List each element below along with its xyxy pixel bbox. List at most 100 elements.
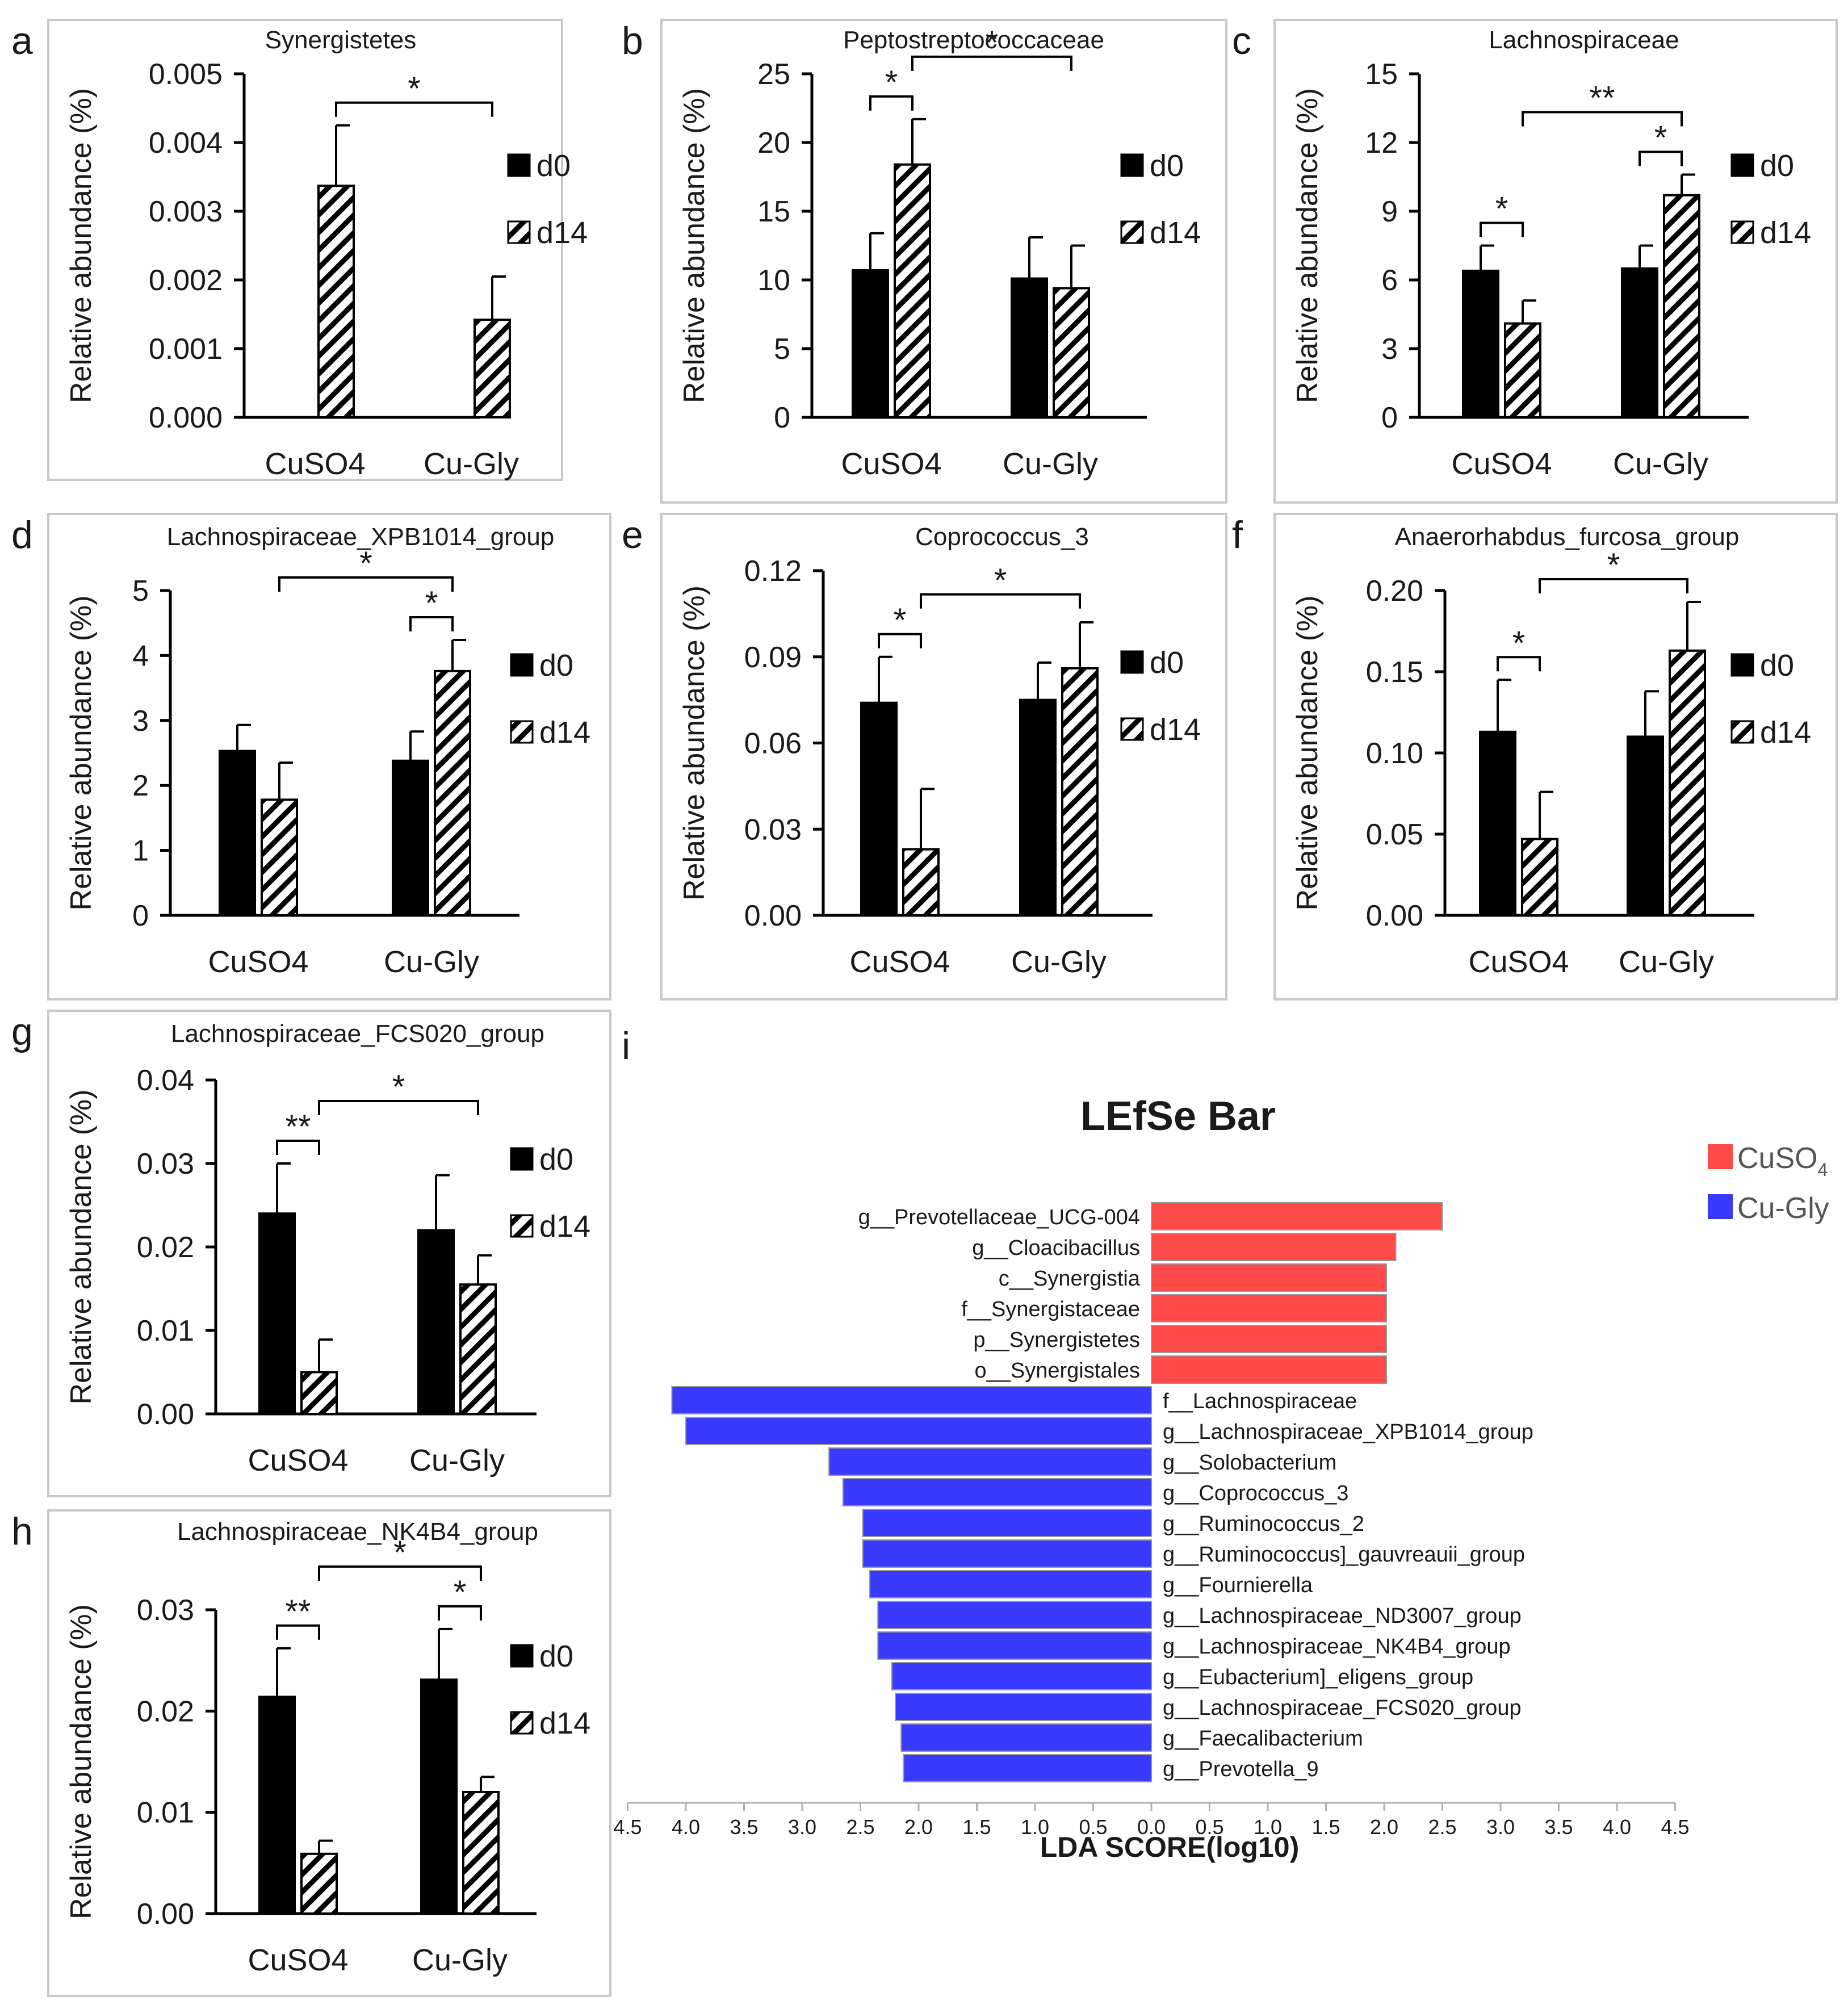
significance-marker: *	[994, 562, 1007, 599]
bar-cuso4-d14	[317, 185, 355, 418]
chart-title: Lachnospiraceae_FCS020_group	[171, 1020, 544, 1048]
panel-letter: g	[11, 1010, 33, 1053]
y-tick-label: 0.00	[1366, 899, 1423, 932]
legend-swatch-d14	[1120, 717, 1144, 741]
lefse-bar	[862, 1539, 1152, 1568]
chart-title: LEfSe Bar	[1080, 1094, 1276, 1139]
y-tick-label: 20	[757, 127, 790, 160]
panel-d: d Lachnospiraceae_XPB1014_group 0 1 2 3 4 5 Rela…	[11, 513, 611, 1001]
x-tick-label: CuSO4	[841, 447, 941, 481]
significance-bracket	[920, 593, 1081, 609]
panel-letter: a	[11, 19, 33, 62]
bar-cuso4-d0	[852, 269, 889, 418]
bar-cuso4-d0	[860, 701, 898, 917]
chart-title: Lachnospiraceae	[1489, 26, 1679, 54]
lefse-bar-label: c__Synergistia	[999, 1267, 1141, 1291]
lefse-bar-label: g__Faecalibacterium	[1163, 1727, 1363, 1751]
lefse-bar	[900, 1723, 1152, 1752]
bar-cu-gly-d0	[1627, 735, 1664, 917]
legend-label-d14: d14	[539, 1706, 590, 1740]
y-tick-label: 0.20	[1366, 575, 1423, 608]
legend-label-d14: d14	[1150, 216, 1201, 250]
panel-frame	[1273, 19, 1838, 504]
legend-label-d0: d0	[1760, 648, 1794, 683]
bar-cuso4-d14	[300, 1371, 338, 1415]
lefse-bar-label: g__Coprococcus_3	[1163, 1481, 1348, 1505]
legend-subscript: 4	[1818, 1160, 1828, 1180]
x-tick-label: CuSO4	[248, 1443, 348, 1477]
lefse-bar	[877, 1631, 1152, 1660]
significance-bracket	[409, 616, 454, 631]
bar-cu-gly-d14	[462, 1791, 500, 1915]
legend-label-d0: d0	[1760, 149, 1794, 183]
significance-bracket	[1639, 150, 1683, 166]
lefse-bar-label: f__Lachnospiraceae	[1163, 1389, 1357, 1413]
legend-label-d14: d14	[539, 715, 590, 750]
legend-label-d14: d14	[1150, 713, 1201, 747]
bar-cu-gly-d14	[1663, 194, 1700, 418]
legend-swatch-d14	[1730, 720, 1754, 744]
panel-frame	[47, 19, 563, 481]
significance-marker: *	[1495, 191, 1508, 228]
significance-marker: *	[1607, 547, 1620, 584]
bar-cuso4-d14	[261, 798, 298, 917]
legend-swatch-d0	[1730, 653, 1754, 677]
x-tick-label: Cu-Gly	[1011, 945, 1107, 979]
lefse-bar	[1151, 1202, 1443, 1230]
y-tick-label: 0.000	[149, 401, 223, 434]
chart-title: Lachnospiraceae_XPB1014_group	[167, 523, 555, 551]
bar-cuso4-d14	[894, 163, 931, 418]
lefse-bar-label: g__Cloacibacillus	[972, 1236, 1140, 1260]
x-tick-label: 1.5	[962, 1815, 991, 1839]
y-tick-label: 0.12	[744, 555, 802, 588]
y-tick-label: 0.02	[137, 1231, 194, 1264]
panel-a: a Synergistetes 0.000 0.001 0.002 0.003 0.004 0…	[11, 19, 588, 481]
lefse-bar-label: g__Solobacterium	[1163, 1451, 1336, 1475]
panel-letter: d	[11, 513, 33, 556]
y-axis-label: Relative abundance (%)	[65, 1604, 98, 1919]
y-tick-label: 15	[1365, 58, 1398, 91]
panel-letter: i	[622, 1024, 630, 1068]
x-tick-label: Cu-Gly	[424, 447, 519, 481]
y-tick-label: 0.01	[137, 1315, 194, 1347]
y-axis-label: Relative abundance (%)	[678, 585, 711, 901]
y-tick-label: 2	[132, 769, 149, 802]
legend-label-d14: d14	[1760, 216, 1811, 250]
y-tick-label: 0.05	[1366, 818, 1423, 851]
bar-cuso4-d0	[1479, 730, 1516, 916]
panel-b: b Peptostreptococcaceae 0 5 10 15 20 25 Relative…	[622, 19, 1227, 504]
y-tick-label: 0.02	[137, 1695, 194, 1728]
y-axis-label: Relative abundance (%)	[65, 1090, 98, 1405]
y-tick-label: 3	[132, 705, 149, 738]
x-tick-label: 2.0	[1370, 1815, 1398, 1839]
significance-marker: **	[285, 1593, 311, 1630]
y-tick-label: 0	[132, 899, 149, 932]
bar-cu-gly-d14	[1053, 287, 1090, 418]
lefse-bar	[1151, 1355, 1388, 1384]
y-tick-label: 0.004	[149, 127, 223, 160]
lefse-bar-label: g__Ruminococcus]_gauvreauii_group	[1163, 1543, 1525, 1567]
x-tick-label: 3.0	[1486, 1815, 1515, 1839]
x-tick-label: 4.0	[1603, 1815, 1631, 1839]
significance-bracket	[1480, 221, 1524, 237]
significance-marker: *	[393, 1534, 407, 1571]
y-axis-label: Relative abundance (%)	[678, 88, 711, 403]
legend-label-d0: d0	[539, 1639, 573, 1673]
legend-swatch-d0	[1120, 650, 1144, 674]
x-tick-label: 3.5	[730, 1815, 758, 1839]
y-tick-label: 0.04	[137, 1064, 194, 1097]
x-tick-label: 2.5	[1428, 1815, 1456, 1839]
bar-cuso4-d14	[902, 848, 940, 916]
legend-swatch-d0	[510, 1147, 534, 1171]
legend-swatch-d14	[1120, 220, 1144, 244]
legend-swatch-d0	[510, 1644, 534, 1668]
significance-bracket	[911, 55, 1072, 71]
significance-marker: *	[454, 1574, 467, 1611]
panel-letter: c	[1232, 19, 1251, 62]
x-tick-label: 1.5	[1311, 1815, 1340, 1839]
significance-marker: *	[408, 70, 421, 107]
bar-cu-gly-d0	[392, 759, 429, 917]
y-tick-label: 25	[757, 58, 790, 91]
y-axis-label: Relative abundance (%)	[65, 596, 98, 911]
